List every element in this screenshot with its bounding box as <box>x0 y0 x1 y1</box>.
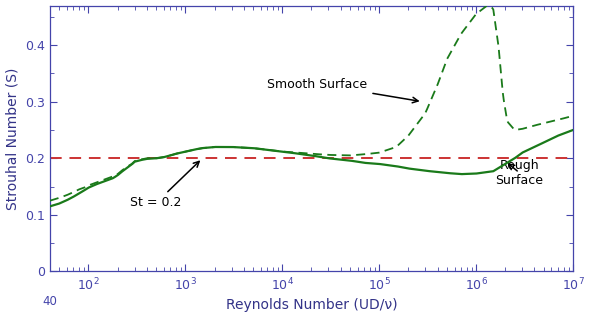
Text: Smooth Surface: Smooth Surface <box>267 78 418 103</box>
Text: St = 0.2: St = 0.2 <box>130 162 199 209</box>
Text: 40: 40 <box>42 295 57 308</box>
Text: Rough
Surface: Rough Surface <box>496 159 543 187</box>
Y-axis label: Strouhal Number (S): Strouhal Number (S) <box>5 67 19 210</box>
X-axis label: Reynolds Number (UD/ν): Reynolds Number (UD/ν) <box>225 299 397 313</box>
